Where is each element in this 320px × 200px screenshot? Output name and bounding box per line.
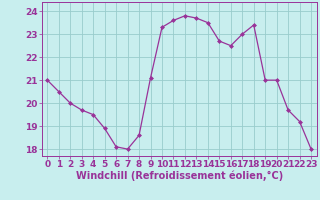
X-axis label: Windchill (Refroidissement éolien,°C): Windchill (Refroidissement éolien,°C) [76,171,283,181]
